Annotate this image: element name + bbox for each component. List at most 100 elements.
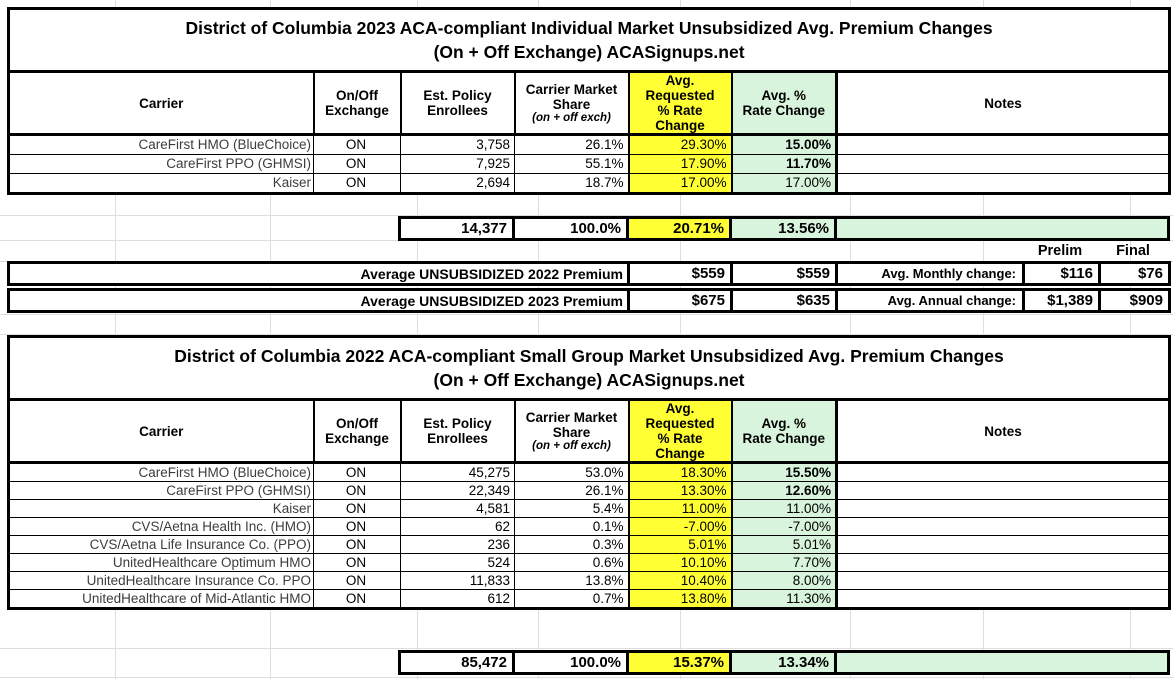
cell-exchange[interactable]: ON <box>313 517 401 536</box>
cell-approved[interactable]: 15.50% <box>730 462 837 482</box>
cell-requested[interactable]: -7.00% <box>627 517 732 536</box>
table-title[interactable]: District of Columbia 2023 ACA-compliant … <box>8 8 1170 73</box>
cell-share[interactable]: 5.4% <box>514 499 629 518</box>
cell-requested[interactable]: 5.01% <box>627 535 732 554</box>
total-share-cell[interactable]: 100.0% <box>512 216 629 241</box>
cell-carrier[interactable]: Kaiser <box>8 173 314 194</box>
cell-exchange[interactable]: ON <box>313 134 401 155</box>
cell-notes[interactable] <box>834 134 1171 155</box>
cell-notes[interactable] <box>834 154 1171 174</box>
cell-approved[interactable]: 11.30% <box>730 589 837 609</box>
enrollees-header[interactable]: Est. Policy Enrollees <box>399 398 516 464</box>
cell-carrier[interactable]: UnitedHealthcare Optimum HMO <box>8 553 314 572</box>
cell-approved[interactable]: 17.00% <box>730 173 837 194</box>
cell-carrier[interactable]: Kaiser <box>8 499 314 518</box>
cell-notes[interactable] <box>834 571 1171 590</box>
cell-carrier[interactable]: CareFirst HMO (BlueChoice) <box>8 462 314 482</box>
cell-approved[interactable]: 7.70% <box>730 553 837 572</box>
cell-enrollees[interactable]: 7,925 <box>400 154 515 174</box>
cell-exchange[interactable]: ON <box>313 553 401 572</box>
cell-exchange[interactable]: ON <box>313 571 401 590</box>
cell-share[interactable]: 26.1% <box>514 481 629 500</box>
total-enrollees-cell[interactable]: 85,472 <box>398 650 515 675</box>
cell-enrollees[interactable]: 524 <box>400 553 515 572</box>
cell-carrier[interactable]: CVS/Aetna Health Inc. (HMO) <box>8 517 314 536</box>
final-column-header[interactable]: Final <box>1116 243 1150 259</box>
cell-notes[interactable] <box>834 481 1171 500</box>
cell-enrollees[interactable]: 236 <box>400 535 515 554</box>
cell-share[interactable]: 26.1% <box>514 134 629 155</box>
cell-enrollees[interactable]: 62 <box>400 517 515 536</box>
cell-notes[interactable] <box>834 499 1171 518</box>
cell-share[interactable]: 13.8% <box>514 571 629 590</box>
cell-requested[interactable]: 13.80% <box>627 589 732 609</box>
cell-share[interactable]: 0.6% <box>514 553 629 572</box>
cell-enrollees[interactable]: 22,349 <box>400 481 515 500</box>
avg-premium-2023-label[interactable]: Average UNSUBSIDIZED 2023 Premium <box>7 288 630 313</box>
cell-share[interactable]: 18.7% <box>514 173 629 194</box>
monthly-change-prelim[interactable]: $116 <box>1022 261 1101 286</box>
cell-approved[interactable]: 12.60% <box>730 481 837 500</box>
cell-requested[interactable]: 11.00% <box>627 499 732 518</box>
cell-approved[interactable]: -7.00% <box>730 517 837 536</box>
cell-exchange[interactable]: ON <box>313 535 401 554</box>
monthly-change-label[interactable]: Avg. Monthly change: <box>835 261 1025 286</box>
avg-premium-2023-approved[interactable]: $635 <box>730 288 838 313</box>
total-notes-cell[interactable] <box>834 650 1170 675</box>
cell-carrier[interactable]: CareFirst PPO (GHMSI) <box>8 481 314 500</box>
cell-notes[interactable] <box>834 535 1171 554</box>
market-share-header[interactable]: Carrier Market Share (on + off exch) <box>513 398 630 464</box>
avg-premium-2022-requested[interactable]: $559 <box>627 261 733 286</box>
cell-notes[interactable] <box>834 589 1171 609</box>
cell-enrollees[interactable]: 11,833 <box>400 571 515 590</box>
total-approved-cell[interactable]: 13.56% <box>729 216 837 241</box>
total-requested-cell[interactable]: 15.37% <box>626 650 732 675</box>
cell-share[interactable]: 53.0% <box>514 462 629 482</box>
cell-approved[interactable]: 8.00% <box>730 571 837 590</box>
cell-exchange[interactable]: ON <box>313 589 401 609</box>
cell-requested[interactable]: 10.40% <box>627 571 732 590</box>
market-share-header[interactable]: Carrier Market Share (on + off exch) <box>513 70 630 136</box>
cell-enrollees[interactable]: 2,694 <box>400 173 515 194</box>
carrier-header[interactable]: Carrier <box>7 70 315 136</box>
cell-share[interactable]: 0.3% <box>514 535 629 554</box>
exchange-header[interactable]: On/Off Exchange <box>312 70 402 136</box>
cell-carrier[interactable]: UnitedHealthcare of Mid-Atlantic HMO <box>8 589 314 609</box>
cell-share[interactable]: 55.1% <box>514 154 629 174</box>
cell-requested[interactable]: 29.30% <box>627 134 732 155</box>
avg-requested-header[interactable]: Avg. Requested % Rate Change <box>627 70 733 136</box>
cell-exchange[interactable]: ON <box>313 154 401 174</box>
total-requested-cell[interactable]: 20.71% <box>626 216 732 241</box>
total-share-cell[interactable]: 100.0% <box>512 650 629 675</box>
cell-enrollees[interactable]: 3,758 <box>400 134 515 155</box>
total-notes-cell[interactable] <box>834 216 1170 241</box>
cell-notes[interactable] <box>834 173 1171 194</box>
cell-requested[interactable]: 17.90% <box>627 154 732 174</box>
cell-notes[interactable] <box>834 517 1171 536</box>
exchange-header[interactable]: On/Off Exchange <box>312 398 402 464</box>
cell-requested[interactable]: 10.10% <box>627 553 732 572</box>
total-enrollees-cell[interactable]: 14,377 <box>398 216 515 241</box>
cell-share[interactable]: 0.7% <box>514 589 629 609</box>
cell-requested[interactable]: 17.00% <box>627 173 732 194</box>
cell-enrollees[interactable]: 45,275 <box>400 462 515 482</box>
avg-premium-2022-label[interactable]: Average UNSUBSIDIZED 2022 Premium <box>7 261 630 286</box>
cell-approved[interactable]: 15.00% <box>730 134 837 155</box>
avg-premium-2023-requested[interactable]: $675 <box>627 288 733 313</box>
cell-share[interactable]: 0.1% <box>514 517 629 536</box>
cell-carrier[interactable]: CareFirst PPO (GHMSI) <box>8 154 314 174</box>
enrollees-header[interactable]: Est. Policy Enrollees <box>399 70 516 136</box>
cell-approved[interactable]: 11.70% <box>730 154 837 174</box>
annual-change-prelim[interactable]: $1,389 <box>1022 288 1101 313</box>
cell-approved[interactable]: 11.00% <box>730 499 837 518</box>
cell-carrier[interactable]: CVS/Aetna Life Insurance Co. (PPO) <box>8 535 314 554</box>
cell-notes[interactable] <box>834 553 1171 572</box>
cell-exchange[interactable]: ON <box>313 462 401 482</box>
cell-enrollees[interactable]: 4,581 <box>400 499 515 518</box>
monthly-change-final[interactable]: $76 <box>1098 261 1171 286</box>
avg-rate-change-header[interactable]: Avg. % Rate Change <box>730 398 838 464</box>
cell-carrier[interactable]: CareFirst HMO (BlueChoice) <box>8 134 314 155</box>
cell-approved[interactable]: 5.01% <box>730 535 837 554</box>
avg-premium-2022-approved[interactable]: $559 <box>730 261 838 286</box>
cell-exchange[interactable]: ON <box>313 499 401 518</box>
